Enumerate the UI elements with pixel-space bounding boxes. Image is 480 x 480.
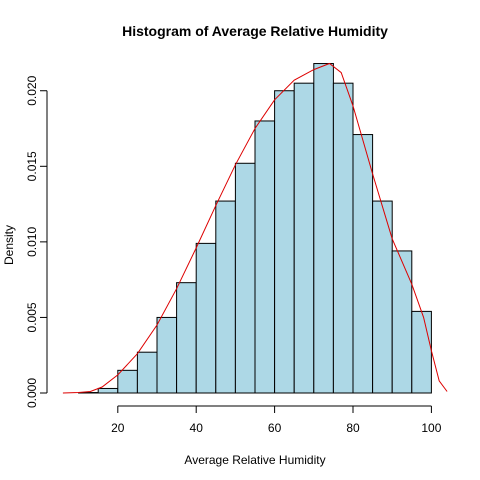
histogram-bar xyxy=(332,82,354,394)
y-tick-label: 0.000 xyxy=(25,378,39,408)
histogram-bar xyxy=(176,282,197,394)
histogram-bar xyxy=(234,162,256,394)
x-tick-label: 40 xyxy=(190,421,204,435)
x-axis-label: Average Relative Humidity xyxy=(184,453,325,467)
histogram-bar xyxy=(293,82,315,394)
histogram-bar xyxy=(136,351,158,394)
x-tick-label: 60 xyxy=(268,421,282,435)
histogram-bar xyxy=(352,134,374,394)
density-curve-group xyxy=(62,62,448,394)
histogram-bar xyxy=(156,316,178,394)
y-axis: 0.000 0.005 0.010 0.015 0.020 xyxy=(25,75,48,408)
x-tick-label: 20 xyxy=(111,421,125,435)
histogram-bar xyxy=(195,242,217,394)
histogram-bar xyxy=(97,387,119,394)
y-tick-label: 0.010 xyxy=(25,227,39,257)
histogram-bar xyxy=(391,250,413,394)
x-tick-label: 100 xyxy=(421,421,441,435)
y-tick-label: 0.015 xyxy=(25,151,39,181)
chart-title: Histogram of Average Relative Humidity xyxy=(122,23,388,39)
density-curve-line xyxy=(62,62,448,394)
y-axis-label: Density xyxy=(2,225,16,265)
histogram-bar xyxy=(254,120,276,394)
histogram-bar xyxy=(313,63,334,394)
histogram-bar xyxy=(215,200,236,394)
histogram-bar xyxy=(117,369,138,394)
y-tick-label: 0.020 xyxy=(25,75,39,105)
x-axis: 20 40 60 80 100 xyxy=(111,405,442,435)
histogram-bar xyxy=(411,310,432,394)
x-tick-label: 80 xyxy=(346,421,360,435)
bars-group xyxy=(78,63,432,394)
y-tick-label: 0.005 xyxy=(25,302,39,332)
histogram-bar xyxy=(274,90,295,394)
